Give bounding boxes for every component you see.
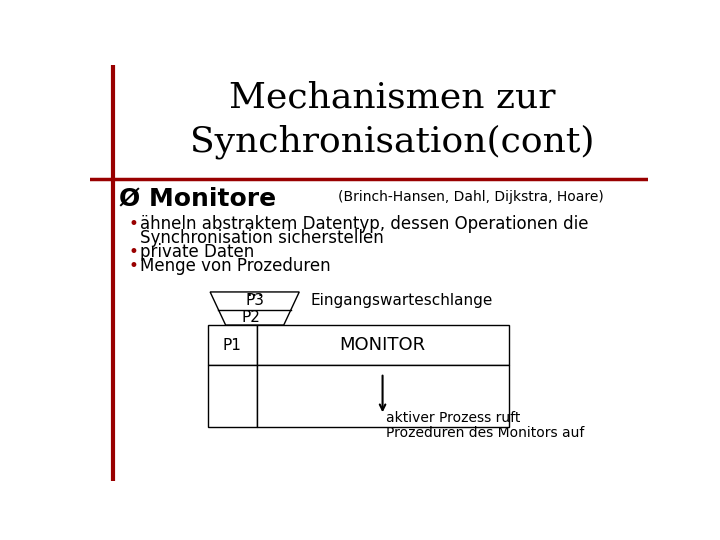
Text: ähneln abstraktem Datentyp, dessen Operationen die: ähneln abstraktem Datentyp, dessen Opera… <box>140 215 589 233</box>
Bar <box>208 325 256 365</box>
Bar <box>256 365 508 427</box>
Text: •: • <box>129 257 139 275</box>
Bar <box>208 365 256 427</box>
Text: •: • <box>129 244 139 261</box>
Text: •: • <box>129 215 139 233</box>
Text: ...: ... <box>246 282 264 300</box>
Text: (Brinch-Hansen, Dahl, Dijkstra, Hoare): (Brinch-Hansen, Dahl, Dijkstra, Hoare) <box>338 190 604 204</box>
Text: MONITOR: MONITOR <box>340 336 426 354</box>
Text: P2: P2 <box>241 310 260 325</box>
Text: aktiver Prozess ruft: aktiver Prozess ruft <box>387 411 521 426</box>
Text: P3: P3 <box>246 293 264 308</box>
Text: Mechanismen zur: Mechanismen zur <box>229 80 556 114</box>
Text: Ø Monitore: Ø Monitore <box>120 186 276 211</box>
Bar <box>256 325 508 365</box>
Text: Menge von Prozeduren: Menge von Prozeduren <box>140 257 331 275</box>
Text: Synchronisation sicherstellen: Synchronisation sicherstellen <box>140 229 384 247</box>
Text: Eingangswarteschlange: Eingangswarteschlange <box>311 293 493 308</box>
Text: private Daten: private Daten <box>140 244 255 261</box>
Text: Prozeduren des Monitors auf: Prozeduren des Monitors auf <box>387 426 585 440</box>
Text: Synchronisation(cont): Synchronisation(cont) <box>190 125 595 159</box>
Text: P1: P1 <box>222 338 242 353</box>
